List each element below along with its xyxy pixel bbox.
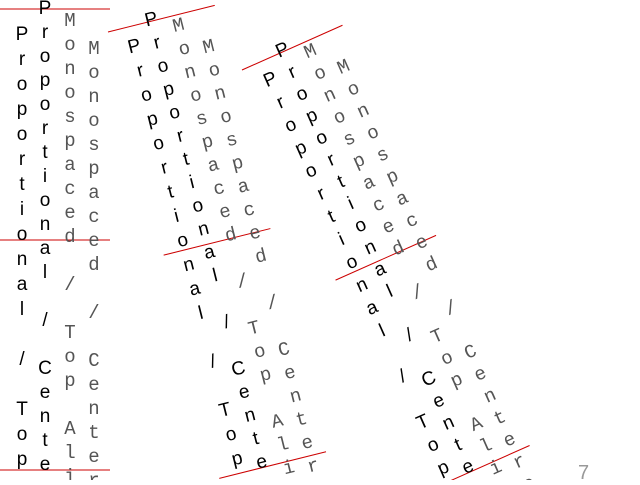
top-guide-line — [107, 4, 215, 33]
middle-guide-line — [335, 234, 437, 281]
page-number: 7 — [578, 462, 590, 484]
bottom-guide-line — [428, 445, 530, 480]
bottom-guide-line — [219, 451, 327, 479]
text-monospaced-centered: Monospaced / Centered — [83, 38, 105, 480]
text-monospaced: Monospaced / Top Aligned — [59, 10, 81, 480]
text-proportional-centered: Proportional / Centered — [35, 0, 56, 480]
text-proportional: Proportional / Top Aligned — [12, 24, 33, 480]
middle-guide-line — [163, 228, 271, 256]
top-guide-line — [241, 24, 343, 71]
group-upright: Proportional / Top Aligned Proportional … — [0, 0, 110, 480]
